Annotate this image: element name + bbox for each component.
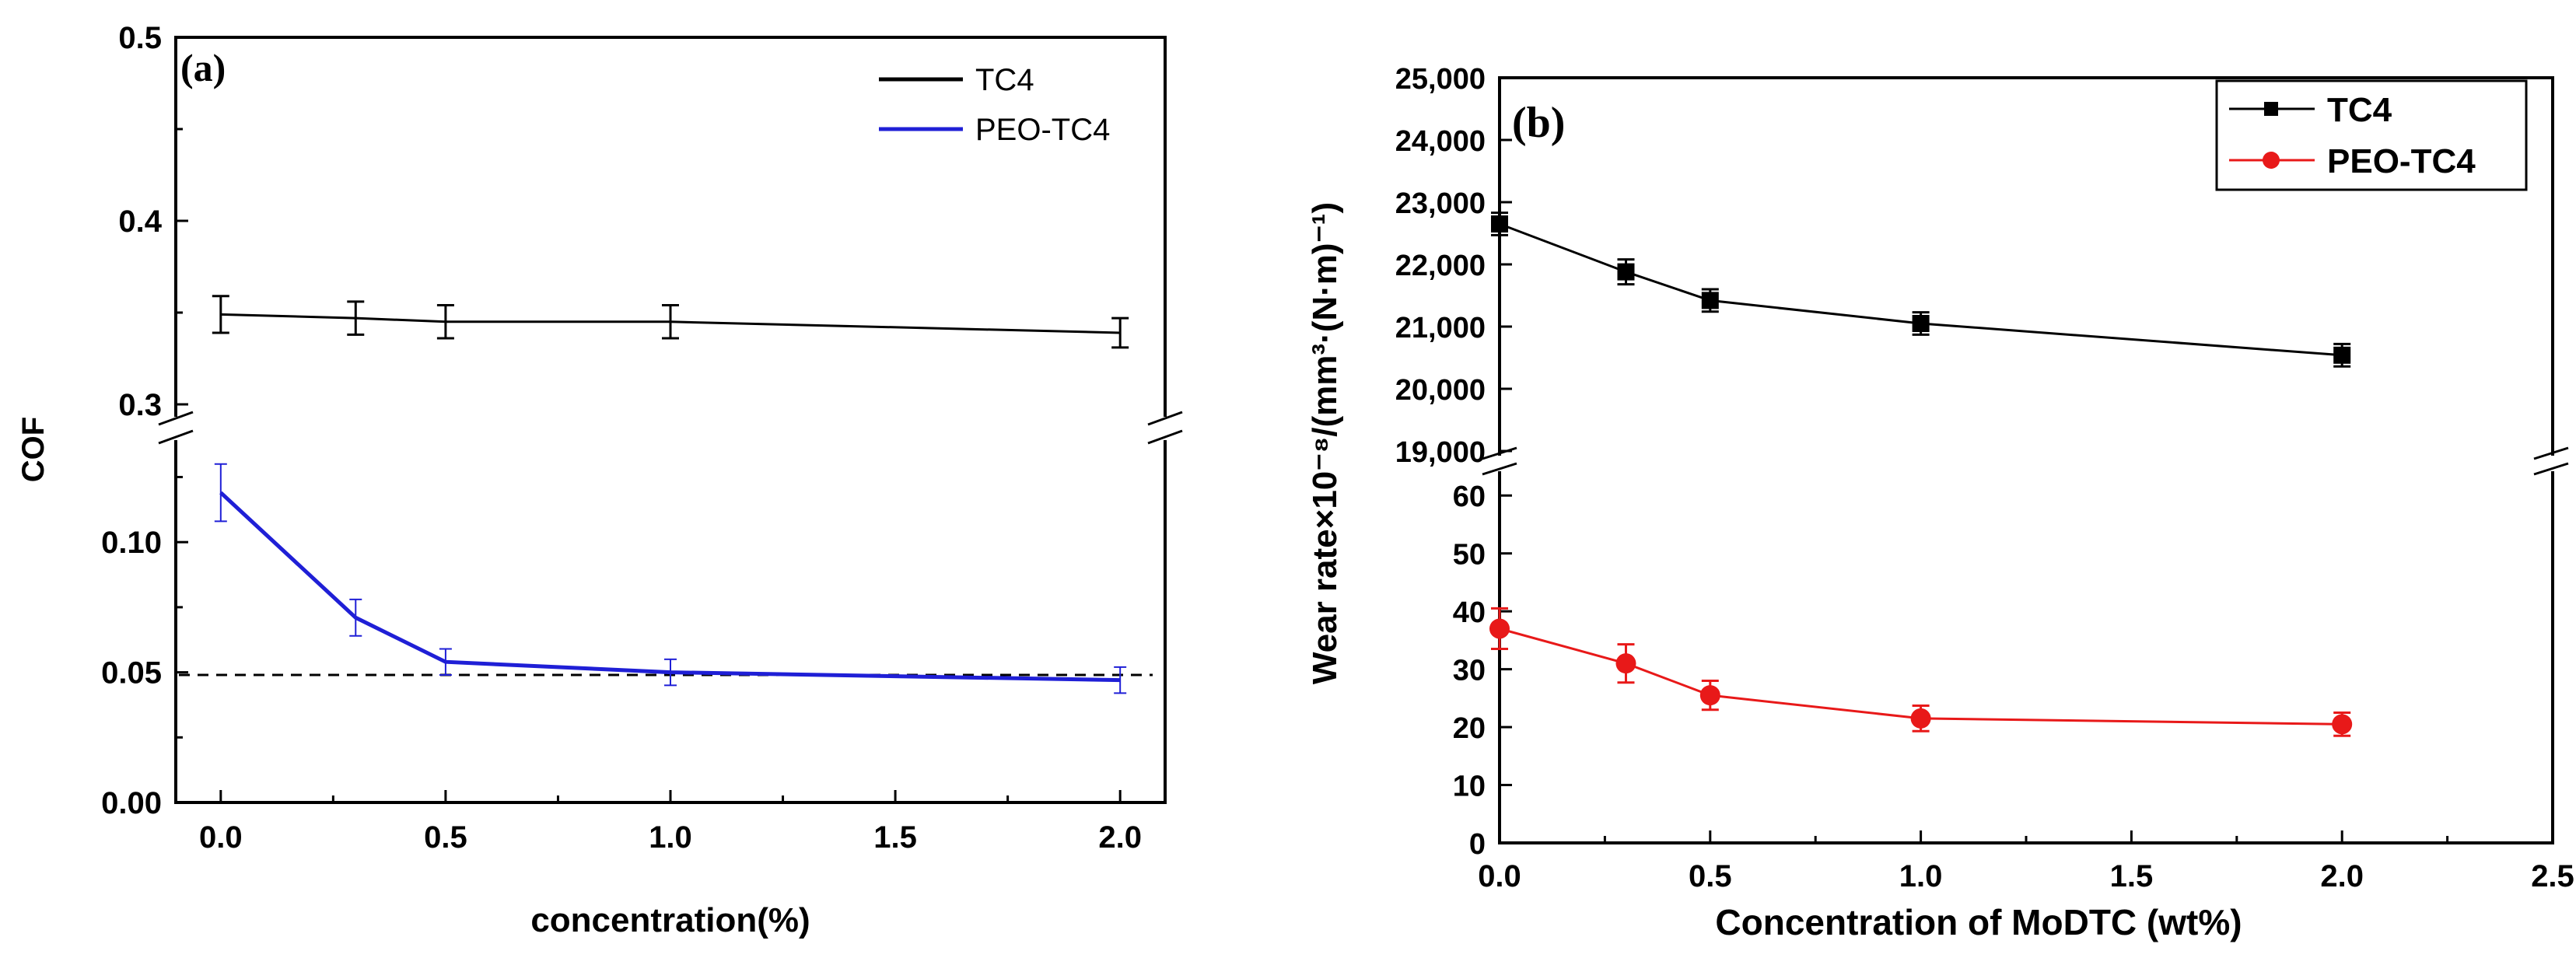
chart-b-legend-marker-peo-tc4 — [2263, 152, 2280, 169]
chart-a-error-bar-tc4 — [436, 304, 454, 340]
chart-b-y-tick-label: 0 — [1469, 828, 1486, 861]
chart-a-error-bar-tc4 — [212, 295, 229, 334]
chart-b-axis-break-mark — [1482, 462, 1517, 476]
chart-b: 0.0 0.5 1.0 1.5 2.0 2.5 0 10 20 30 40 50 60 19,000 20… — [1306, 63, 2574, 942]
chart-a-y-tick-label: 0.05 — [101, 656, 162, 691]
chart-b-axis-break-mark — [2533, 462, 2569, 476]
chart-a-axis-break-mark — [158, 411, 194, 426]
chart-a-frame — [174, 36, 1167, 804]
chart-a-x-tick-label: 2.0 — [1098, 820, 1142, 855]
chart-b-data-point-peo-tc4 — [1910, 708, 1931, 729]
chart-b-data-point-tc4 — [1617, 263, 1635, 281]
chart-b-y-tick-label: 50 — [1453, 539, 1486, 572]
chart-b-x-tick-label: 0.0 — [1478, 859, 1521, 893]
chart-a-x-tick-label: 1.5 — [873, 820, 917, 855]
chart-b-data-point-tc4 — [1701, 292, 1719, 309]
chart-b-axis-break-mark — [2533, 446, 2569, 460]
chart-a-error-bar-tc4 — [662, 304, 679, 340]
chart-a-x-axis-title: concentration(%) — [530, 901, 810, 939]
chart-a-x-tick-label: 0.0 — [199, 820, 243, 855]
chart-b-legend-label-peo-tc4: PEO-TC4 — [2327, 142, 2476, 180]
chart-a-y-tick-label: 0.10 — [101, 526, 162, 560]
chart-a-error-bar-peo-tc4 — [1114, 666, 1127, 694]
chart-a-y-axis-title: COF — [16, 417, 51, 482]
chart-a-error-bar-peo-tc4 — [439, 648, 452, 676]
chart-b-y-tick-label: 20 — [1453, 712, 1486, 745]
chart-b-axis-break-mark — [1482, 446, 1517, 460]
chart-a-y-tick-label: 0.5 — [118, 21, 162, 55]
chart-b-data-point-tc4 — [1491, 215, 1508, 233]
chart-b-y-axis-title: Wear rate×10⁻⁸/(mm³·(N·m)⁻¹) — [1306, 202, 1344, 684]
chart-b-y-tick-label: 20,000 — [1395, 374, 1486, 407]
chart-a-x-tick-label: 0.5 — [424, 820, 467, 855]
chart-b-data-point-peo-tc4 — [1615, 653, 1636, 674]
chart-b-y-tick-label: 21,000 — [1395, 312, 1486, 344]
chart-b-data-point-tc4 — [2333, 346, 2351, 364]
chart-a-legend-label-peo-tc4: PEO-TC4 — [975, 113, 1110, 147]
chart-a-y-tick-label: 0.3 — [118, 388, 162, 422]
chart-b-legend: TC4 PEO-TC4 — [2215, 79, 2528, 191]
chart-a-error-bar-tc4 — [1111, 316, 1129, 349]
chart-a-axis-break-mark — [158, 429, 194, 445]
chart-b-y-tick-label: 10 — [1453, 771, 1486, 803]
chart-b-y-tick-label: 60 — [1453, 481, 1486, 513]
chart-b-y-tick-label: 22,000 — [1395, 250, 1486, 282]
chart-b-legend-box — [2215, 79, 2528, 191]
chart-a-legend-label-tc4: TC4 — [975, 63, 1034, 97]
chart-b-y-tick-label: 24,000 — [1395, 125, 1486, 158]
chart-b-x-tick-label: 2.0 — [2320, 859, 2364, 893]
chart-b-x-tick-label: 2.5 — [2531, 859, 2574, 893]
chart-b-x-axis-title: Concentration of MoDTC (wt%) — [1715, 902, 2242, 942]
chart-a-error-bar-peo-tc4 — [349, 598, 362, 637]
chart-b-data-point-peo-tc4 — [2332, 714, 2353, 735]
chart-b-y-tick-label: 23,000 — [1395, 187, 1486, 220]
chart-a-error-bar-tc4 — [347, 300, 365, 336]
chart-b-panel-label: (b) — [1512, 99, 1565, 147]
chart-a: 0.0 0.5 1.0 1.5 2.0 0.00 0.05 0.10 0.3 0.4 0.5 (a… — [16, 21, 1183, 939]
chart-a-axis-break-gap-left — [170, 417, 182, 440]
chart-a-error-bar-peo-tc4 — [214, 463, 227, 523]
chart-b-data-point-peo-tc4 — [1699, 685, 1720, 706]
chart-a-axis-break-gap-right — [1159, 417, 1171, 440]
chart-a-legend: TC4 PEO-TC4 — [879, 63, 1110, 147]
chart-a-x-tick-label: 1.0 — [649, 820, 692, 855]
chart-b-frame — [1498, 76, 2554, 844]
chart-b-x-tick-label: 1.5 — [2110, 859, 2154, 893]
chart-b-y-tick-label: 19,000 — [1395, 436, 1486, 469]
chart-a-y-tick-label: 0.00 — [101, 786, 162, 820]
chart-a-axis-break-mark — [1147, 429, 1183, 445]
chart-b-legend-marker-tc4 — [2264, 102, 2278, 116]
chart-a-axis-break-mark — [1147, 411, 1183, 426]
chart-b-data-point-peo-tc4 — [1489, 618, 1510, 639]
chart-b-x-tick-label: 0.5 — [1689, 859, 1732, 893]
chart-b-data-point-tc4 — [1912, 315, 1930, 332]
chart-a-panel-label: (a) — [180, 46, 226, 89]
chart-b-y-tick-label: 30 — [1453, 655, 1486, 687]
chart-a-y-tick-label: 0.4 — [118, 205, 162, 239]
chart-a-series-line-peo-tc4 — [219, 491, 1121, 683]
chart-b-legend-label-tc4: TC4 — [2327, 91, 2392, 129]
chart-b-y-tick-label: 40 — [1453, 596, 1486, 629]
chart-b-x-tick-label: 1.0 — [1899, 859, 1943, 893]
chart-b-y-tick-label: 25,000 — [1395, 63, 1486, 96]
chart-a-error-bar-peo-tc4 — [664, 658, 677, 687]
